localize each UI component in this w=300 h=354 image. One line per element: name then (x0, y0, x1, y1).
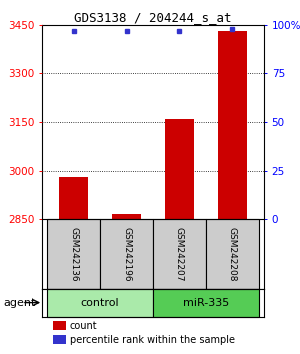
Text: control: control (81, 298, 119, 308)
Text: GSM242208: GSM242208 (228, 227, 237, 281)
Title: GDS3138 / 204244_s_at: GDS3138 / 204244_s_at (74, 11, 232, 24)
Bar (206, 219, 259, 289)
Bar (165, 119, 194, 219)
Text: miR-335: miR-335 (183, 298, 229, 308)
Text: GSM242196: GSM242196 (122, 227, 131, 281)
Bar (47, 289, 153, 316)
Text: agent: agent (3, 298, 35, 308)
Text: percentile rank within the sample: percentile rank within the sample (70, 335, 235, 345)
Bar (100, 219, 153, 289)
Bar (53, 336, 66, 344)
Bar (53, 321, 66, 330)
Bar (59, 177, 88, 219)
Bar (112, 215, 141, 219)
Text: count: count (70, 321, 98, 331)
Text: GSM242136: GSM242136 (69, 227, 78, 281)
Bar (218, 31, 247, 219)
Bar (153, 219, 206, 289)
Text: GSM242207: GSM242207 (175, 227, 184, 281)
Bar (47, 219, 100, 289)
Bar (153, 289, 259, 316)
